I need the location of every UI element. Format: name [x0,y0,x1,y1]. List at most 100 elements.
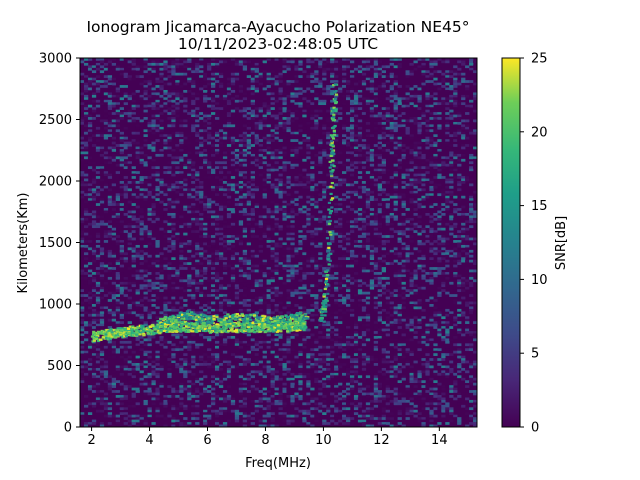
noise-cell [290,198,295,201]
noise-cell [369,173,375,177]
noise-cell [318,252,323,256]
noise-cell [159,190,164,194]
noise-cell [91,67,97,71]
noise-cell [214,131,220,135]
noise-cell [397,311,402,315]
noise-cell [405,72,410,76]
noise-cell [357,102,363,106]
noise-cell [405,126,410,130]
noise-cell [246,274,252,278]
noise-cell [290,153,295,157]
noise-cell [274,205,279,209]
noise-cell [207,176,212,179]
noise-cell [298,82,303,86]
noise-cell [123,112,128,115]
noise-cell [199,274,204,278]
noise-cell [183,166,188,169]
noise-cell [457,321,462,324]
noise-cell [203,168,208,172]
noise-cell [115,119,120,123]
noise-cell [429,124,434,128]
noise-cell [187,249,192,253]
noise-cell [457,139,462,142]
noise-cell [167,121,172,125]
noise-cell [131,215,136,219]
noise-cell [445,60,450,64]
noise-cell [413,212,418,216]
noise-cell [433,274,438,278]
noise-cell [318,141,323,145]
noise-cell [338,205,343,209]
noise-cell [449,193,454,197]
noise-cell [322,296,327,300]
noise-cell [151,107,156,110]
noise-cell [167,70,172,74]
noise-cell [266,168,271,172]
noise-cell [103,97,109,101]
noise-cell [429,144,434,147]
noise-cell [298,232,303,236]
noise-cell [242,267,248,270]
noise-cell [310,247,315,251]
noise-cell [131,225,136,229]
noise-cell [338,316,343,320]
noise-cell [397,146,402,150]
noise-cell [218,306,224,310]
noise-cell [326,102,331,106]
noise-cell [163,311,168,315]
noise-cell [119,244,124,248]
noise-cell [246,121,252,125]
noise-cell [151,62,156,66]
noise-cell [381,134,386,138]
noise-cell [242,294,248,297]
noise-cell [429,104,434,108]
noise-cell [111,232,117,236]
noise-cell [163,60,168,64]
noise-cell [449,249,454,253]
noise-cell [155,276,160,280]
noise-cell [258,124,263,128]
noise-cell [365,114,371,118]
noise-cell [433,326,438,329]
noise-cell [262,119,267,123]
noise-cell [381,240,386,243]
noise-cell [286,136,291,140]
noise-cell [286,212,291,216]
noise-cell [278,156,283,160]
noise-cell [199,195,204,199]
noise-cell [234,240,240,243]
noise-cell [135,153,140,157]
noise-cell [159,281,164,285]
noise-cell [111,158,117,162]
noise-cell [377,331,383,334]
noise-cell [401,156,406,160]
noise-cell [139,249,144,253]
noise-cell [274,252,279,256]
noise-cell [353,104,359,108]
noise-cell [405,183,410,187]
noise-cell [119,97,124,101]
noise-cell [409,70,414,74]
noise-cell [286,178,291,182]
noise-cell [421,294,426,297]
noise-cell [87,299,93,302]
noise-cell [310,161,315,165]
noise-cell [306,58,311,61]
noise-cell [377,129,383,133]
noise-cell [214,308,220,312]
noise-cell [83,257,89,261]
noise-cell [318,144,323,147]
noise-cell [250,230,255,233]
noise-cell [349,60,355,64]
noise-cell [187,141,192,145]
noise-cell [278,89,283,93]
noise-cell [238,242,244,246]
noise-cell [353,220,359,224]
noise-cell [361,80,367,83]
noise-cell [91,286,97,290]
noise-cell [377,114,383,118]
noise-cell [195,146,200,150]
noise-cell [381,168,386,172]
noise-cell [187,158,192,162]
noise-cell [258,121,263,125]
